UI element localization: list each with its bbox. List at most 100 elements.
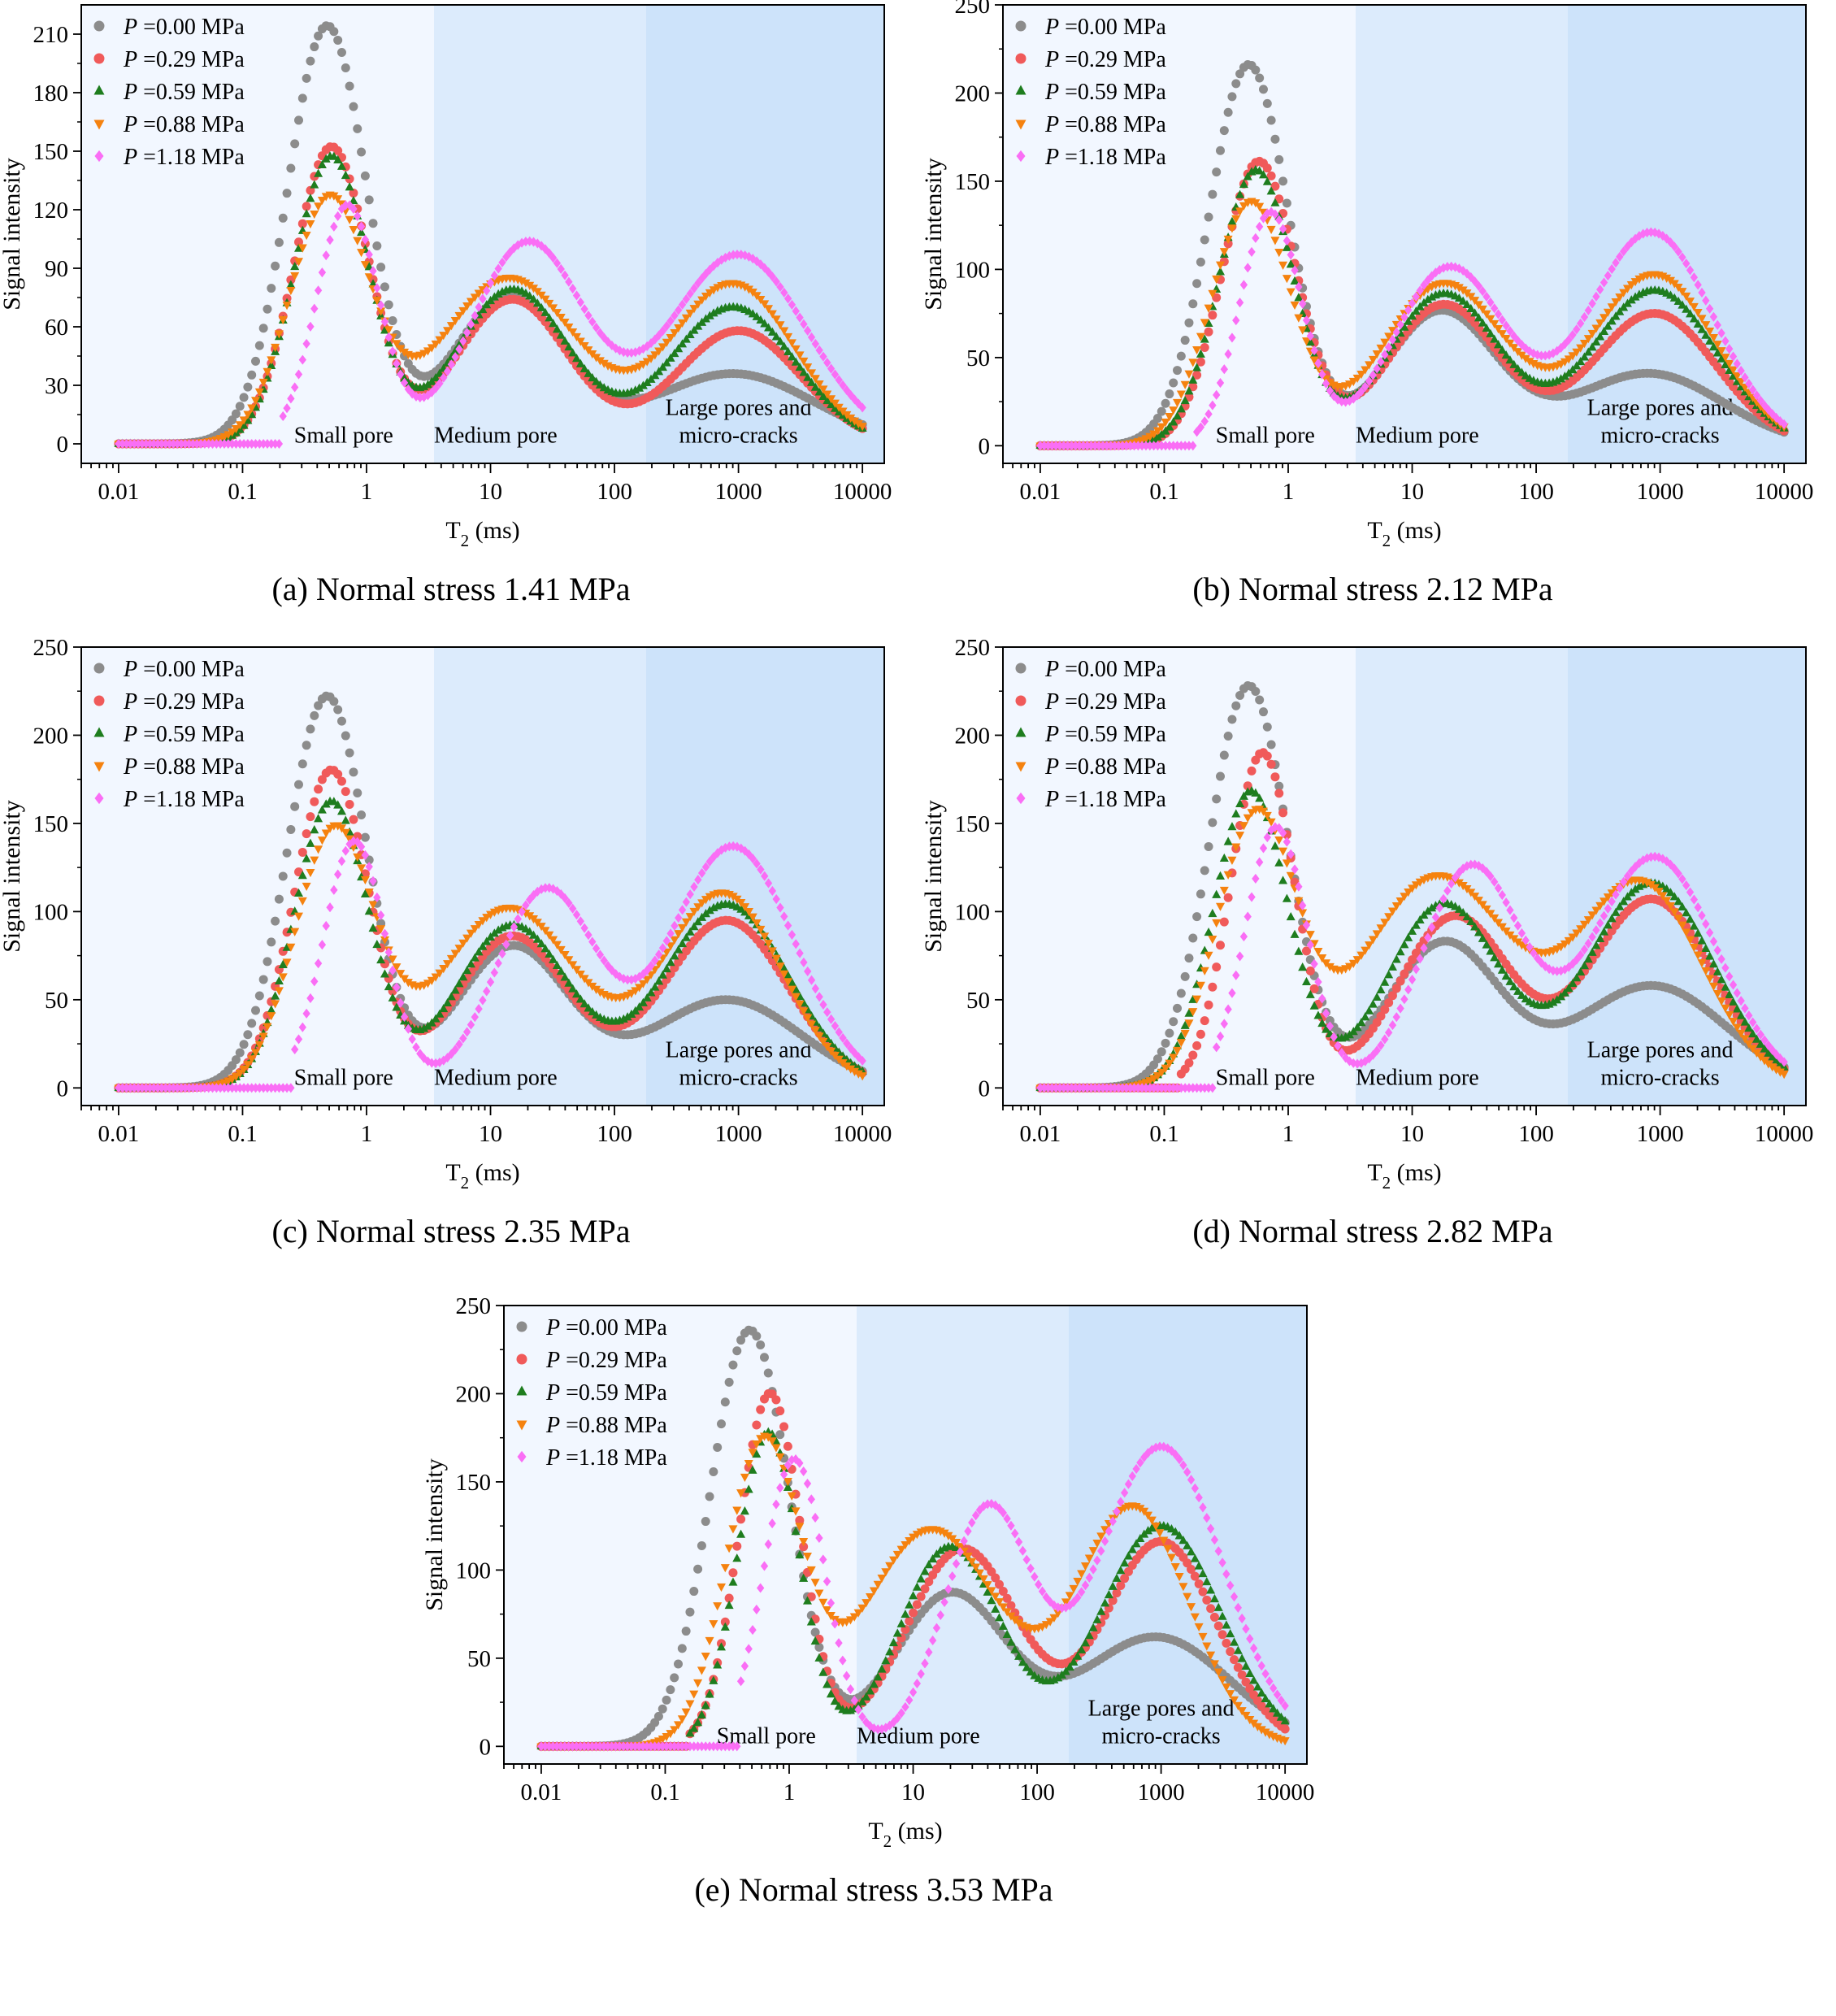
data-point [575, 971, 585, 980]
data-point [130, 1083, 138, 1093]
data-point [1083, 441, 1092, 451]
region-label: Small pore [1216, 1066, 1315, 1091]
data-point [302, 202, 311, 211]
data-point [349, 102, 358, 111]
data-point [1381, 350, 1389, 360]
data-point [244, 1083, 252, 1093]
data-point [1200, 967, 1209, 975]
data-point [450, 949, 460, 958]
data-point [642, 993, 652, 1001]
data-point [1278, 828, 1287, 838]
data-point [354, 211, 362, 221]
data-point [1701, 330, 1711, 339]
data-point [1219, 886, 1229, 896]
data-point [1623, 241, 1632, 252]
data-point [1689, 944, 1699, 953]
data-point [1435, 902, 1443, 913]
data-point [1204, 841, 1213, 851]
data-point [685, 1700, 695, 1709]
data-point [690, 881, 698, 892]
data-point [1165, 441, 1174, 451]
data-point [1591, 337, 1601, 345]
legend-label-symbol: P [1044, 754, 1059, 780]
data-point [436, 378, 444, 389]
data-point [1568, 978, 1578, 988]
data-point [697, 867, 706, 879]
data-point [1134, 1083, 1143, 1093]
data-point [1513, 920, 1522, 931]
data-point [1579, 340, 1589, 349]
x-tick-label: 1000 [715, 1121, 762, 1147]
data-point [1184, 386, 1194, 395]
data-point [556, 967, 566, 975]
data-point [1708, 341, 1718, 351]
data-point [1278, 224, 1287, 234]
data-point [924, 1560, 934, 1569]
legend-marker [1015, 119, 1027, 130]
y-axis-title: Signal intensity [0, 800, 25, 953]
data-point [1202, 1577, 1212, 1586]
data-point [240, 438, 248, 450]
data-point [1262, 98, 1272, 108]
data-point [302, 882, 311, 892]
data-point [1665, 902, 1675, 911]
data-point [357, 841, 366, 852]
data-point [1415, 915, 1425, 923]
data-point [858, 1055, 866, 1067]
data-point [1604, 271, 1612, 281]
region-3-background [1568, 5, 1806, 463]
data-point [1391, 984, 1401, 993]
data-point [1615, 293, 1625, 302]
data-point [439, 965, 449, 974]
data-point [336, 716, 346, 726]
data-point [1318, 369, 1326, 380]
data-point [1157, 1068, 1166, 1077]
data-point [787, 352, 796, 361]
data-point [330, 221, 338, 232]
data-point [1721, 962, 1730, 973]
data-point [247, 370, 257, 380]
data-point [333, 195, 343, 204]
data-point [522, 237, 530, 247]
data-point [1313, 363, 1323, 373]
data-point [756, 1405, 766, 1414]
data-point [599, 359, 609, 368]
data-point [1612, 889, 1620, 900]
data-point [709, 1620, 718, 1629]
data-point [857, 1697, 867, 1705]
data-point [1276, 1712, 1286, 1721]
data-point [681, 932, 691, 941]
data-point [1478, 901, 1487, 910]
data-point [693, 1679, 703, 1688]
data-point [1372, 350, 1382, 359]
data-point [1216, 377, 1225, 389]
data-point [1583, 916, 1593, 925]
data-point [682, 897, 691, 907]
data-point [1204, 951, 1213, 960]
data-point [197, 1083, 205, 1093]
data-point [1462, 911, 1472, 921]
data-point [224, 1083, 232, 1093]
data-point [317, 805, 327, 814]
data-point [404, 1023, 413, 1034]
data-point [1309, 356, 1319, 365]
data-point [697, 1710, 706, 1718]
data-point [1717, 975, 1726, 984]
data-point [1494, 340, 1504, 349]
data-point [1497, 330, 1507, 339]
data-point [1373, 1045, 1381, 1056]
data-point [1184, 1019, 1194, 1028]
data-point [776, 281, 784, 293]
data-point [1604, 903, 1612, 914]
data-point [1239, 822, 1248, 831]
data-point [1697, 959, 1707, 968]
data-point [553, 258, 562, 268]
data-point [1213, 1602, 1223, 1611]
data-point [466, 929, 475, 938]
data-point [189, 438, 197, 450]
data-point [1112, 1588, 1122, 1598]
data-point [310, 180, 319, 189]
data-point [1388, 1020, 1397, 1031]
